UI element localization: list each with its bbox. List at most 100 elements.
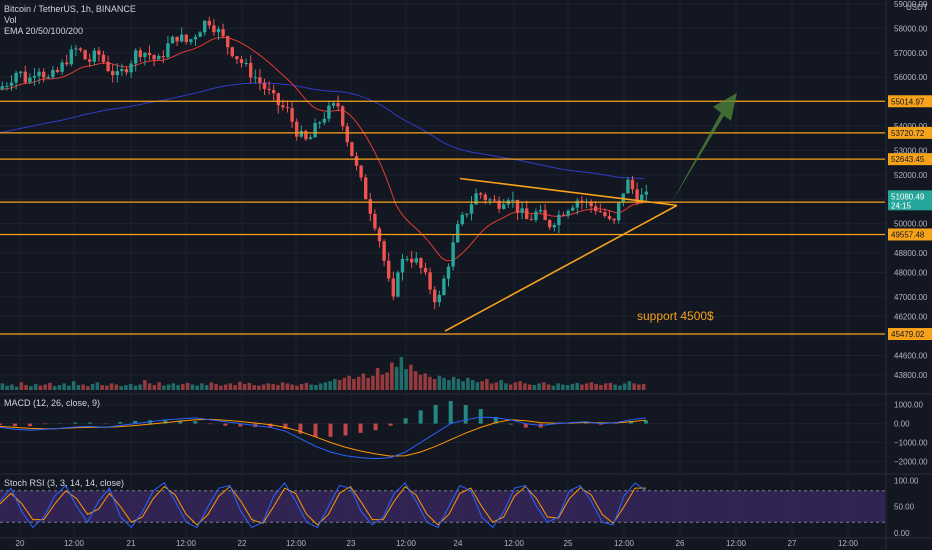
volume-legend[interactable]: Vol — [4, 15, 17, 25]
volume-bar — [627, 381, 632, 390]
volume-bar — [266, 383, 271, 390]
candle-body — [9, 82, 14, 86]
stoch-tick-label: 0.00 — [894, 529, 910, 538]
level-price-badge — [888, 153, 932, 166]
candle-body — [529, 219, 533, 221]
x-tick-label: 12:00 — [614, 539, 635, 548]
candle-body — [327, 105, 331, 119]
candle-body — [525, 208, 529, 220]
volume-bar — [190, 384, 195, 390]
volume-bar — [352, 379, 356, 390]
volume-bar — [257, 385, 261, 390]
volume-bar — [532, 385, 537, 390]
candle-body — [32, 75, 37, 78]
volume-bar — [437, 375, 442, 390]
price-tick-label: 48000.00 — [894, 268, 928, 277]
macd-histogram-bar — [358, 423, 363, 433]
volume-bar — [171, 383, 176, 390]
volume-bar — [399, 357, 404, 390]
volume-bar — [138, 384, 142, 390]
stoch-tick-label: 100.00 — [894, 476, 919, 485]
volume-bar — [551, 385, 556, 390]
volume-bar — [14, 386, 19, 390]
price-tick-label: 43800.00 — [894, 371, 928, 380]
ema-slow-line — [0, 82, 645, 180]
candle-body — [359, 165, 363, 178]
volume-bar — [447, 380, 451, 390]
volume-bar — [546, 384, 551, 390]
macd-histogram-bar — [193, 420, 198, 424]
volume-bar — [157, 382, 161, 390]
volume-bar — [124, 385, 128, 390]
candle-body — [180, 34, 184, 42]
volume-bar — [394, 366, 399, 390]
macd-histogram-bar — [448, 401, 453, 424]
candle-body — [170, 36, 175, 44]
candle-body — [520, 208, 524, 213]
volume-bar — [409, 364, 413, 390]
volume-bar — [385, 372, 389, 390]
volume-bar — [29, 386, 33, 390]
macd-histogram-bar — [523, 423, 528, 428]
volume-bar — [499, 380, 503, 390]
candle-body — [557, 214, 561, 226]
candle-body — [396, 272, 400, 297]
volume-bar — [451, 376, 456, 390]
volume-bar — [413, 371, 418, 390]
stoch-k-line — [0, 482, 647, 529]
triangle-upper-trendline[interactable] — [459, 177, 678, 207]
macd-title[interactable]: MACD (12, 26, close, 9) — [4, 398, 101, 408]
volume-bar — [95, 382, 100, 390]
volume-bar — [556, 383, 560, 390]
macd-line — [0, 416, 647, 460]
macd-histogram-bar — [268, 423, 273, 428]
x-tick-label: 12:00 — [504, 539, 525, 548]
volume-bar — [527, 384, 532, 390]
candle-body — [617, 202, 621, 221]
macd-legend: MACD (12, 26, close, 9) — [4, 398, 100, 409]
level-price-label: 45479.02 — [891, 330, 925, 339]
volume-bar — [214, 383, 218, 390]
candle-body — [235, 56, 239, 60]
volume-bar — [461, 381, 465, 390]
candle-body — [281, 105, 285, 108]
volume-bar — [404, 369, 408, 390]
last-price-label: 51080.49 — [891, 192, 925, 201]
volume-bar — [166, 384, 171, 390]
volume-bar — [589, 382, 594, 390]
candle-body — [46, 77, 50, 79]
candle-body — [295, 121, 299, 137]
stoch-title[interactable]: Stoch RSI (3, 3, 14, 14, close) — [4, 478, 125, 488]
volume-bar — [233, 385, 237, 390]
candle-body — [226, 36, 230, 48]
volume-bar — [280, 382, 285, 390]
candle-body — [189, 39, 193, 43]
candle-body — [23, 71, 27, 83]
volume-bar — [432, 379, 437, 390]
symbol-title[interactable]: Bitcoin / TetherUS, 1h, BINANCE — [4, 4, 136, 14]
volume-bar — [24, 385, 28, 390]
candle-body — [446, 266, 451, 279]
candle-body — [304, 130, 308, 140]
candle-body — [612, 218, 616, 221]
macd-histogram-bar — [373, 423, 378, 431]
x-tick-label: 25 — [564, 539, 573, 548]
macd-histogram-bar — [133, 420, 138, 424]
price-tick-label: 57000.00 — [894, 49, 928, 58]
candle-body — [318, 122, 322, 124]
price-tick-label: 50000.00 — [894, 220, 928, 229]
candle-body — [262, 82, 267, 89]
volume-bar — [147, 383, 152, 390]
volume-bar — [0, 383, 5, 390]
volume-bar — [375, 368, 380, 390]
breakout-arrow[interactable] — [672, 92, 737, 202]
triangle-lower-trendline[interactable] — [444, 204, 678, 332]
ema-legend[interactable]: EMA 20/50/100/200 — [4, 26, 84, 36]
candle-body — [598, 211, 602, 213]
price-tick-label: 46200.00 — [894, 312, 928, 321]
candle-body — [571, 207, 575, 211]
volume-bar — [105, 385, 109, 390]
volume-bar — [204, 385, 209, 390]
